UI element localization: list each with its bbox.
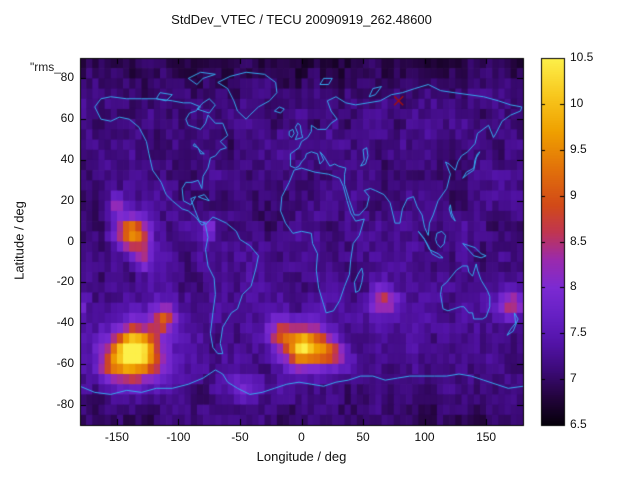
colorbar-tick-label: 6.5 bbox=[570, 417, 587, 431]
colorbar-tick-label: 9.5 bbox=[570, 141, 587, 156]
legend-key-label: "rms_ bbox=[30, 60, 61, 74]
colorbar-tick-label: 10.5 bbox=[570, 50, 594, 64]
x-tick-label: 0 bbox=[298, 430, 305, 444]
y-tick-label: 60 bbox=[60, 111, 74, 126]
y-tick-label: 80 bbox=[60, 70, 74, 85]
y-tick-label: 40 bbox=[60, 151, 74, 166]
colorbar-tick-label: 9 bbox=[570, 187, 577, 202]
x-axis-label: Longitude / deg bbox=[256, 449, 347, 464]
x-tick-label: -150 bbox=[104, 430, 129, 444]
y-tick-label: -60 bbox=[56, 355, 74, 370]
colorbar-tick-label: 10 bbox=[570, 95, 584, 110]
y-tick-label: 20 bbox=[60, 192, 74, 207]
colorbar-tick-label: 8.5 bbox=[570, 233, 587, 248]
x-tick-label: -50 bbox=[231, 430, 249, 444]
x-tick-label: 50 bbox=[356, 430, 370, 444]
y-axis-label: Latitude / deg bbox=[11, 201, 27, 280]
x-tick-label: 150 bbox=[476, 430, 497, 444]
y-tick-label: 0 bbox=[67, 233, 74, 248]
y-tick-label: -80 bbox=[56, 396, 74, 411]
colorbar-tick-label: 8 bbox=[570, 279, 577, 294]
colorbar-tick-label: 7.5 bbox=[570, 325, 587, 340]
y-tick-label: -20 bbox=[56, 274, 74, 289]
x-tick-label: 100 bbox=[414, 430, 435, 444]
y-tick-label: -40 bbox=[56, 315, 74, 330]
x-tick-label: -100 bbox=[166, 430, 191, 444]
colorbar-tick-label: 7 bbox=[570, 371, 577, 386]
chart-title: StdDev_VTEC / TECU 20090919_262.48600 bbox=[171, 12, 432, 27]
